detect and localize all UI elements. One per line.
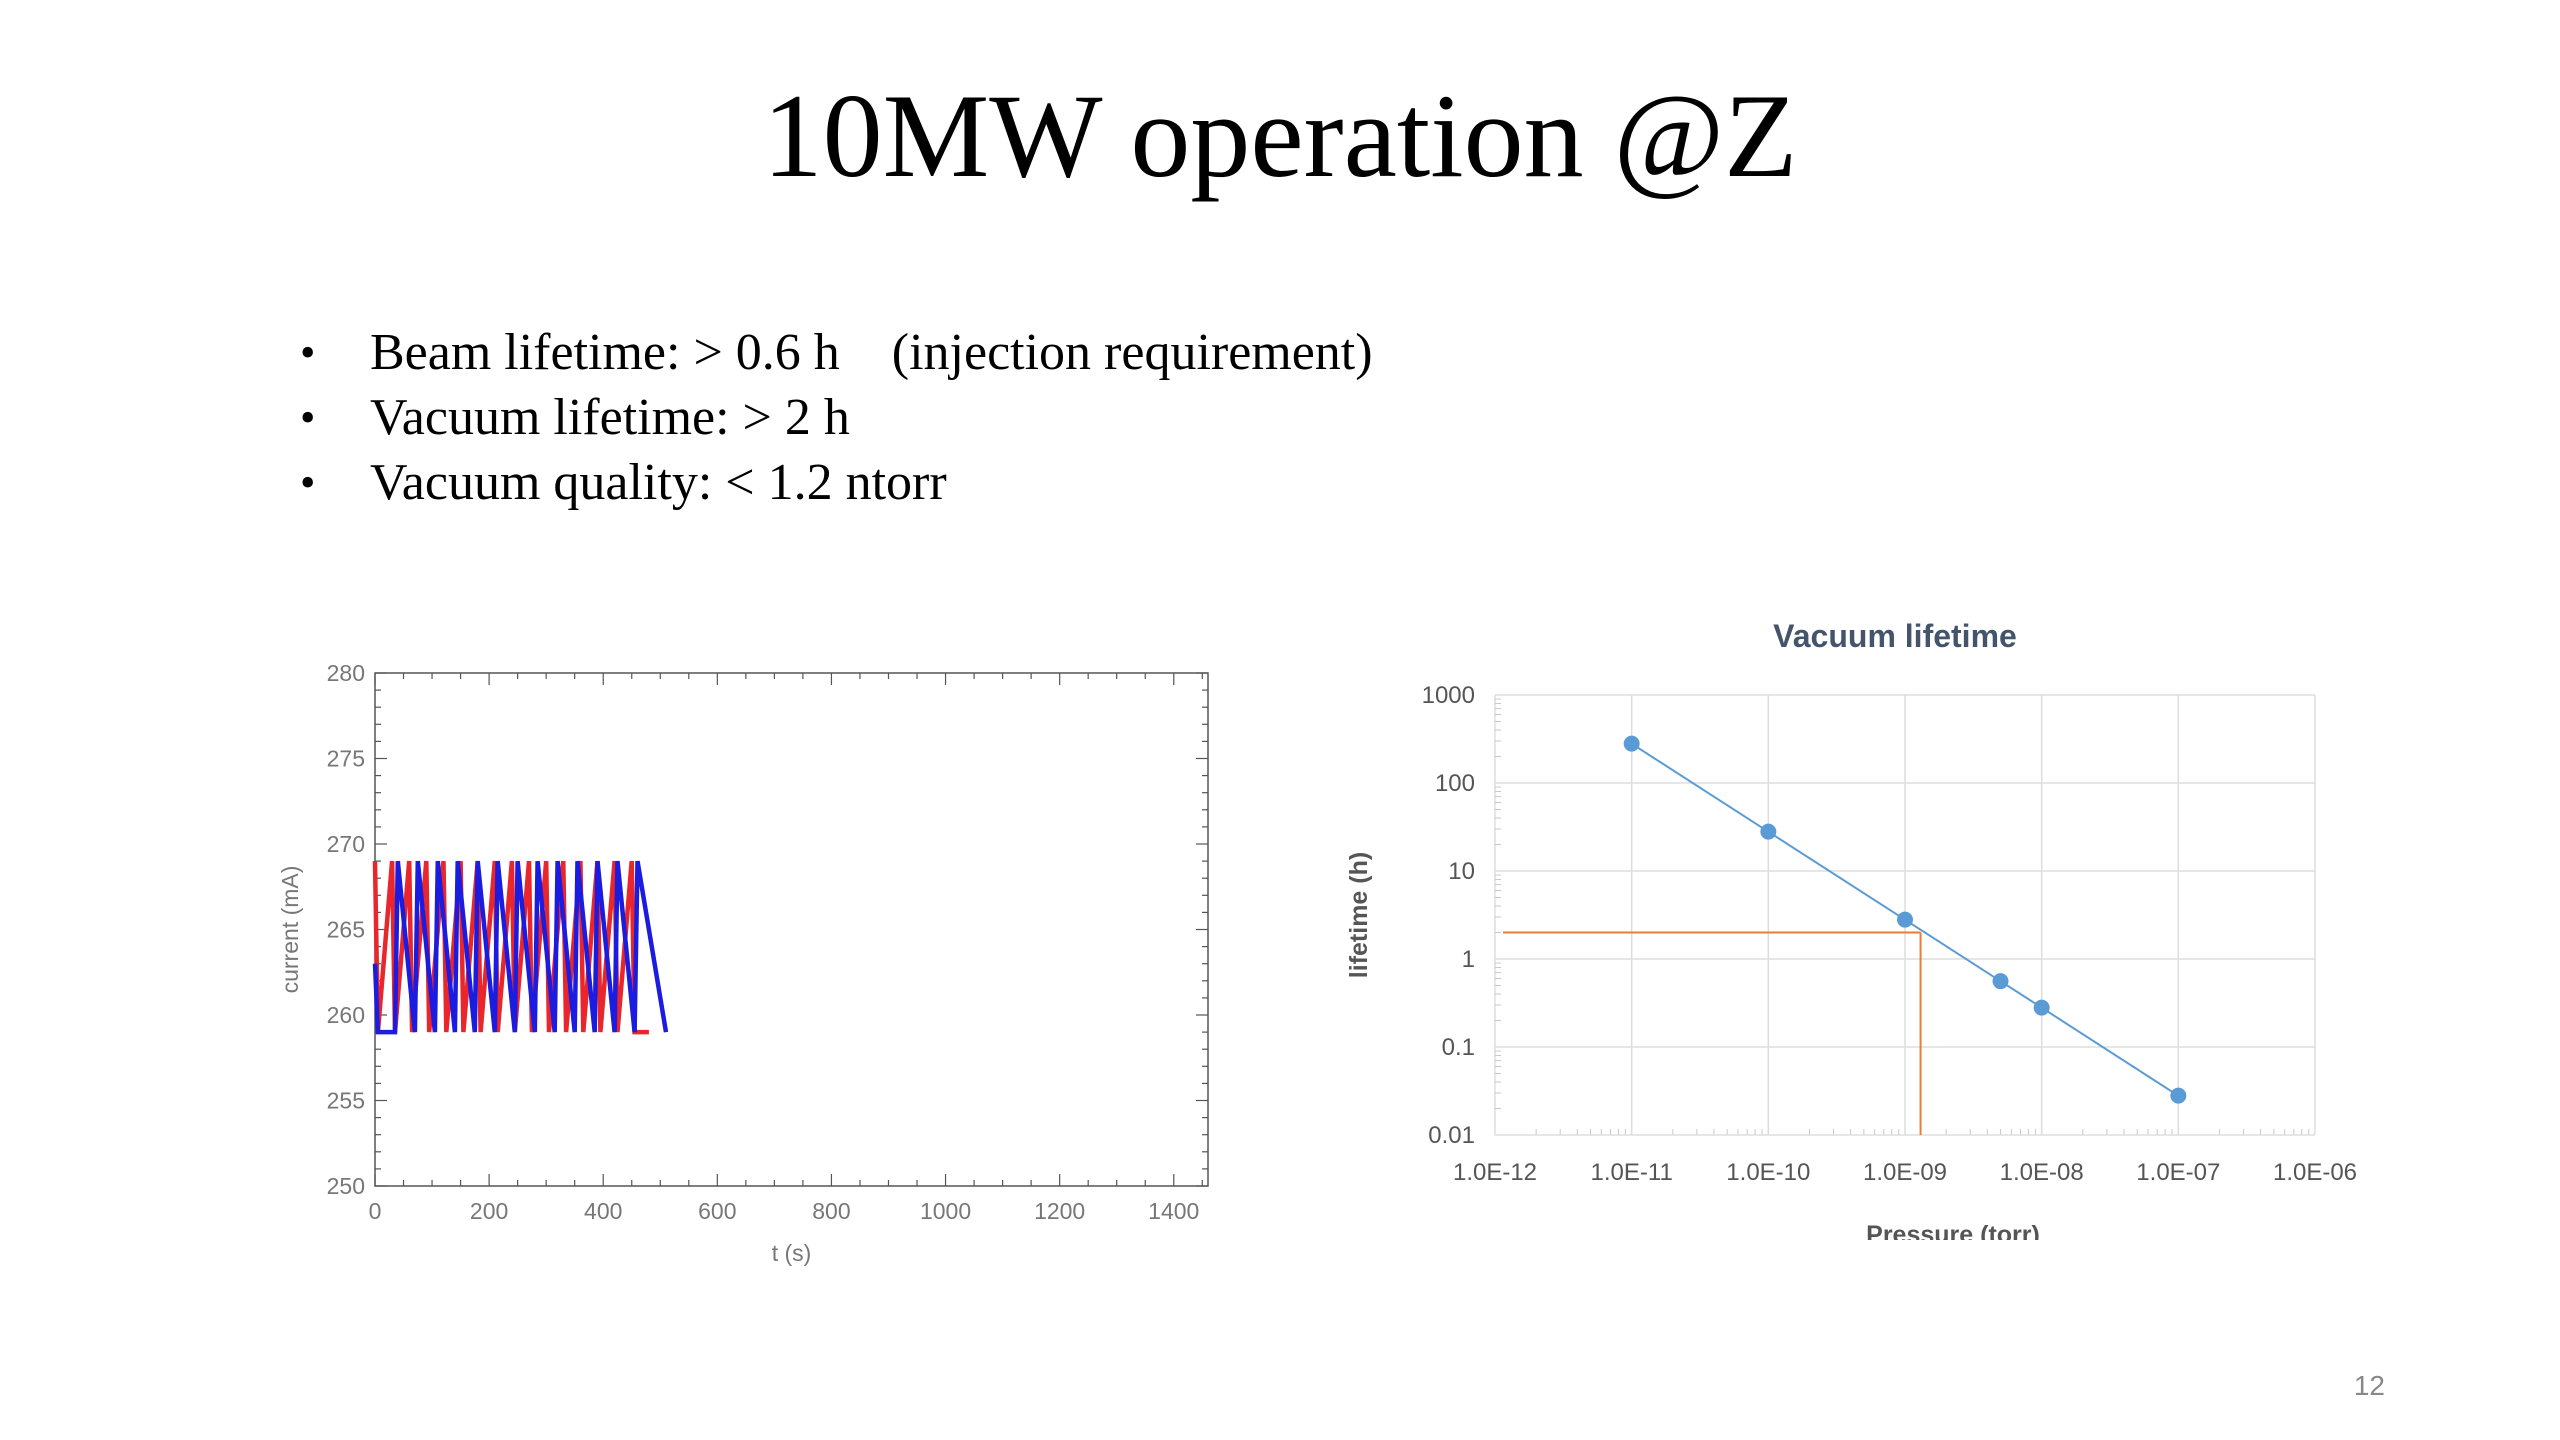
x-tick-label: 600: [698, 1198, 736, 1224]
data-point-1: [1623, 735, 1640, 752]
y-axis-label: lifetime (h): [1345, 852, 1373, 978]
vacuum-lifetime-chart: Vacuum lifetime 1.0E-12 1.0E-11 1.0E-10 1.0E…: [1345, 618, 2357, 1240]
y-axis-label: current (mA): [277, 866, 303, 994]
plot-frame: [374, 672, 1209, 1187]
bullet-beam-lifetime: Beam lifetime: > 0.6 h (injection requir…: [300, 320, 1373, 385]
x-tick-label: 200: [470, 1198, 508, 1224]
slide-title: 10MW operation @Z: [762, 69, 1798, 202]
x-tick-label: 1.0E-12: [1453, 1159, 1537, 1186]
x-tick-label: 1200: [1034, 1198, 1085, 1224]
chart-title: Vacuum lifetime: [1773, 618, 2017, 654]
vacuum-series-line: [1631, 742, 2179, 1097]
current-series-line-2: [372, 860, 669, 1035]
y-tick-label: 100: [1435, 770, 1475, 797]
x-tick-label: 1.0E-09: [1863, 1159, 1947, 1186]
y-tick-label: 270: [327, 831, 365, 857]
y-tick-label: 265: [327, 917, 365, 943]
x-tick-label: 1.0E-06: [2273, 1159, 2357, 1186]
x-tick-label: 0: [369, 1198, 382, 1224]
x-axis-label: Pressure (torr): [1866, 1221, 2040, 1240]
x-tick-label: 800: [812, 1198, 850, 1224]
y-tick-label: 1: [1462, 946, 1475, 973]
x-tick-label: 1000: [920, 1198, 971, 1224]
y-tick-label: 280: [327, 660, 365, 686]
x-tick-label: 1400: [1148, 1198, 1199, 1224]
x-tick-label: 1.0E-10: [1726, 1159, 1810, 1186]
page-number: 12: [2353, 1370, 2385, 1401]
data-point-5: [2033, 999, 2050, 1016]
y-tick-label: 250: [327, 1173, 365, 1199]
data-point-2: [1760, 823, 1777, 840]
x-tick-label: 1.0E-07: [2136, 1159, 2220, 1186]
bullet-vacuum-lifetime: Vacuum lifetime: > 2 h: [300, 385, 1373, 450]
y-tick-label: 255: [327, 1088, 365, 1114]
x-tick-label: 400: [584, 1198, 622, 1224]
x-tick-label: 1.0E-08: [2000, 1159, 2084, 1186]
y-tick-label: 0.01: [1428, 1122, 1475, 1149]
x-tick-label: 1.0E-11: [1591, 1159, 1673, 1186]
current-chart: 0 200 400 600 800 1000 1200 1400 250 255 260 265 270…: [277, 660, 1209, 1266]
y-tick-label: 275: [327, 746, 365, 772]
bullet-vacuum-quality: Vacuum quality: < 1.2 ntorr: [300, 450, 1373, 515]
y-tick-label: 0.1: [1442, 1034, 1475, 1061]
data-point-6: [2170, 1087, 2187, 1104]
y-tick-label: 1000: [1422, 682, 1475, 709]
x-axis-label: t (s): [772, 1240, 812, 1266]
data-point-3: [1897, 911, 1913, 928]
bullet-list: Beam lifetime: > 0.6 h (injection requir…: [300, 320, 1373, 515]
y-tick-label: 10: [1448, 858, 1475, 885]
data-point-4: [1992, 973, 2009, 990]
y-tick-label: 260: [327, 1002, 365, 1028]
